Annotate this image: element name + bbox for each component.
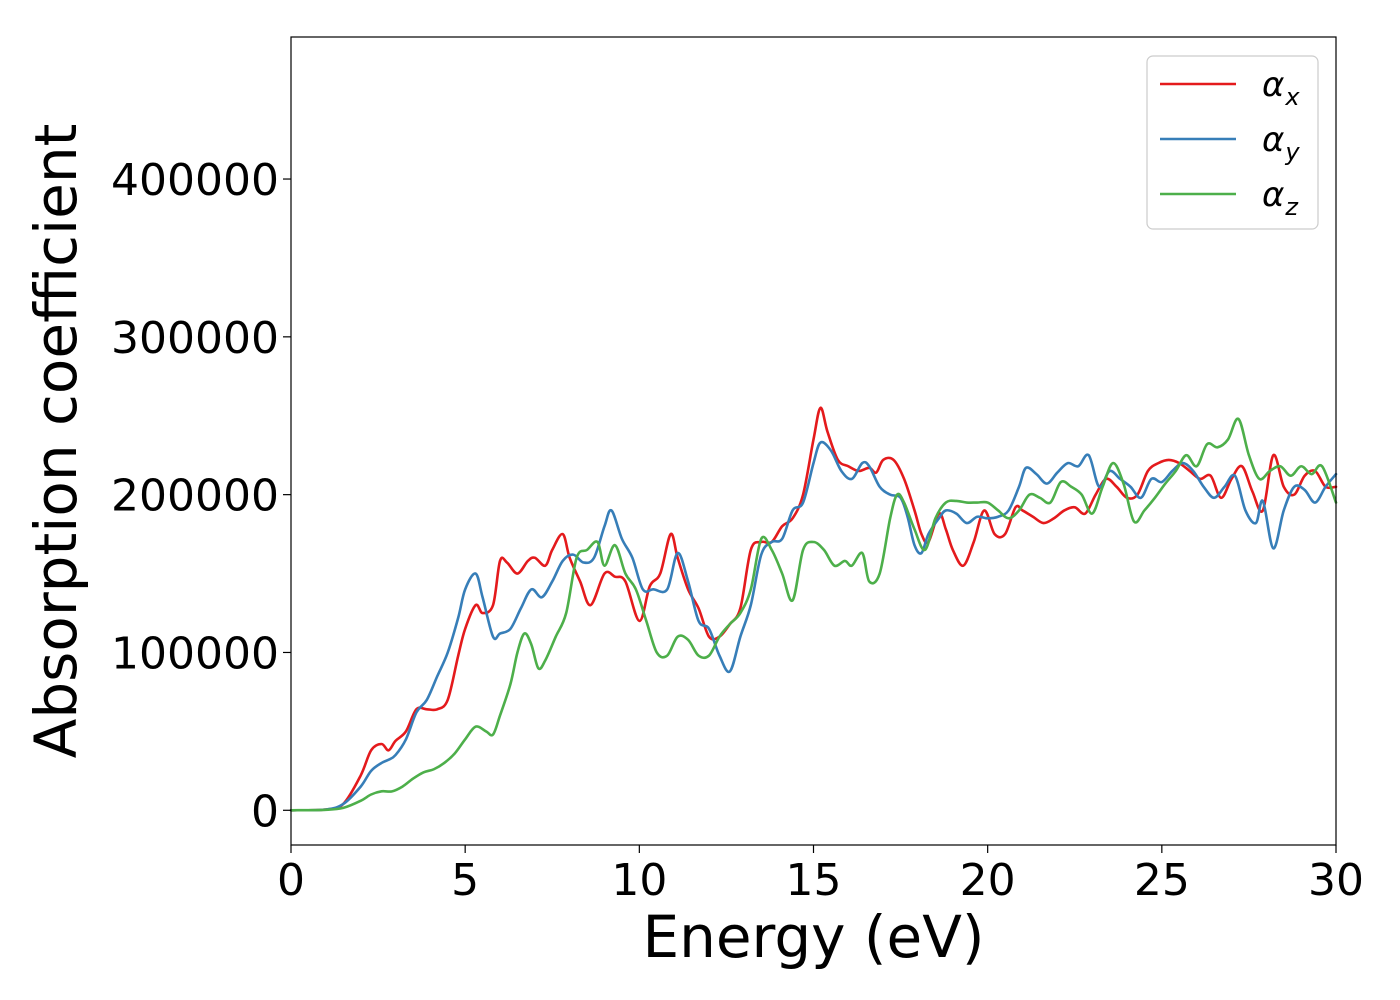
legend-label: αz xyxy=(1262,175,1299,221)
legend-box xyxy=(1146,55,1319,230)
legend-label-base: α xyxy=(1262,65,1284,105)
x-axis: 0 5 10 15 20 25 30 xyxy=(277,845,1364,906)
x-axis-label: Energy (eV) xyxy=(642,903,984,971)
series-line-αz xyxy=(289,417,1338,812)
x-tick-label: 10 xyxy=(611,855,667,906)
y-axis-label: Absorption coefficient xyxy=(22,124,90,759)
y-axis: 0 100000 200000 300000 400000 xyxy=(111,155,291,837)
series-line-αx xyxy=(289,406,1338,812)
x-tick-label: 30 xyxy=(1308,855,1364,906)
legend-label-subscript: x xyxy=(1284,83,1300,111)
legend-label-base: α xyxy=(1262,120,1284,160)
legend-label-subscript: z xyxy=(1284,193,1299,221)
y-tick-label: 100000 xyxy=(111,628,279,679)
y-tick-label: 0 xyxy=(251,786,279,837)
x-tick-label: 25 xyxy=(1134,855,1190,906)
legend-label-subscript: y xyxy=(1284,138,1300,166)
x-tick-label: 5 xyxy=(451,855,479,906)
series-layer xyxy=(289,406,1338,812)
x-tick-label: 15 xyxy=(786,855,842,906)
series-line-αy xyxy=(289,440,1338,812)
y-tick-label: 300000 xyxy=(111,313,279,364)
x-tick-label: 20 xyxy=(960,855,1016,906)
legend-label: αy xyxy=(1262,120,1300,166)
legend-label-base: α xyxy=(1262,175,1284,215)
y-tick-label: 200000 xyxy=(111,471,279,522)
y-tick-label: 400000 xyxy=(111,155,279,206)
legend-label: αx xyxy=(1262,65,1300,111)
x-tick-label: 0 xyxy=(277,855,305,906)
